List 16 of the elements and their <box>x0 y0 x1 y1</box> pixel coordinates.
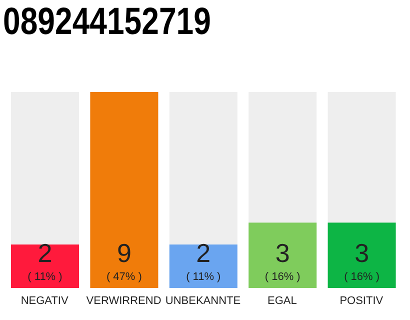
annotation: ( 16% ) <box>344 271 380 283</box>
chart-title: 089244152719 <box>3 0 212 45</box>
data-label: 3 <box>275 238 290 268</box>
data-label: 2 <box>38 238 52 268</box>
annotation: ( 16% ) <box>264 271 300 283</box>
x-tick-label: VERWIRREND <box>86 294 162 307</box>
x-tick-label: EGAL <box>268 294 297 307</box>
data-label: 3 <box>354 238 370 268</box>
data-label: 9 <box>116 238 132 268</box>
x-tick-label: POSITIV <box>340 294 384 307</box>
annotation: ( 47% ) <box>106 271 142 283</box>
annotation: ( 11% ) <box>28 271 62 283</box>
x-tick-label: NEGATIV <box>20 294 69 307</box>
data-label: 2 <box>196 238 211 268</box>
x-tick-label: UNBEKANNTE <box>165 294 241 307</box>
annotation: ( 11% ) <box>186 271 221 283</box>
